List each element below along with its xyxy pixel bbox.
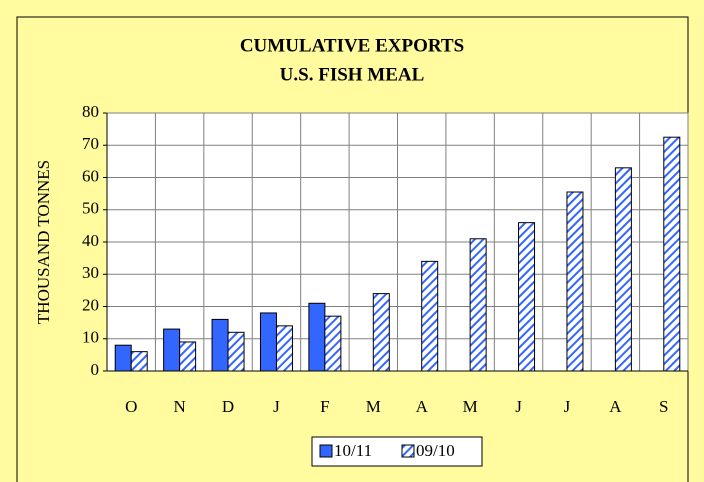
x-tick-label: F [320, 397, 329, 416]
bar [227, 331, 245, 372]
legend-swatch [401, 444, 415, 458]
legend-label: 10/11 [334, 441, 372, 460]
y-tick-label: 30 [82, 263, 99, 282]
bar [211, 318, 229, 372]
x-tick-label: A [416, 397, 429, 416]
bar [324, 315, 342, 372]
x-tick-label: D [222, 397, 234, 416]
y-tick-label: 10 [82, 328, 99, 347]
bar [179, 341, 197, 372]
bar [663, 136, 681, 372]
y-axis-title: THOUSAND TONNES [34, 160, 53, 324]
y-tick-label: 20 [82, 295, 99, 314]
bar [114, 344, 132, 372]
x-tick-label: N [173, 397, 185, 416]
y-tick-label: 40 [82, 231, 99, 250]
y-tick-label: 70 [82, 134, 99, 153]
bar [372, 293, 390, 372]
legend-box [311, 436, 483, 467]
bar [163, 328, 181, 372]
x-tick-label: M [463, 397, 478, 416]
y-tick-label: 50 [82, 199, 99, 218]
bar [308, 302, 326, 372]
bar [130, 351, 148, 372]
y-tick-label: 60 [82, 166, 99, 185]
x-tick-label: S [659, 397, 668, 416]
legend-swatch [319, 444, 333, 458]
legend-label: 09/10 [416, 441, 455, 460]
x-tick-label: O [125, 397, 137, 416]
chart-title: CUMULATIVE EXPORTS [240, 35, 464, 56]
x-tick-label: J [273, 397, 280, 416]
bar [421, 260, 439, 372]
bar [275, 325, 293, 372]
x-tick-label: A [609, 397, 622, 416]
bar [614, 167, 632, 372]
x-tick-label: M [366, 397, 381, 416]
x-tick-label: J [564, 397, 571, 416]
y-tick-label: 80 [82, 102, 99, 121]
bar [259, 312, 277, 372]
chart-title: U.S. FISH MEAL [280, 64, 425, 85]
bar [566, 191, 584, 372]
bar [469, 238, 487, 372]
bar [518, 222, 536, 372]
x-tick-label: J [515, 397, 522, 416]
y-tick-label: 0 [91, 360, 100, 379]
